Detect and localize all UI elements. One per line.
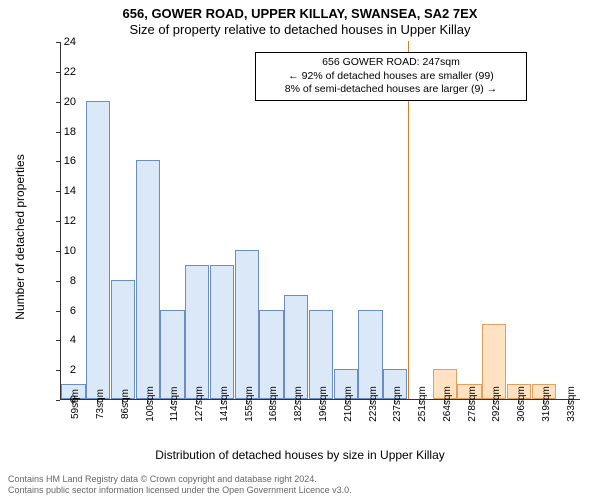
- y-tick-label: 24: [46, 36, 76, 48]
- y-tick-label: 22: [46, 66, 76, 78]
- x-tick-label: 59sqm: [70, 389, 81, 419]
- y-tick-label: 18: [46, 126, 76, 138]
- legend-line: 8% of semi-detached houses are larger (9…: [262, 83, 520, 97]
- legend-box: 656 GOWER ROAD: 247sqm ← 92% of detached…: [255, 52, 527, 101]
- x-tick-label: 306sqm: [516, 386, 527, 422]
- x-tick-label: 319sqm: [541, 386, 552, 422]
- y-axis-label: Number of detached properties: [13, 77, 27, 397]
- bar: [86, 101, 110, 399]
- x-tick-label: 210sqm: [343, 386, 354, 422]
- bar: [111, 280, 135, 399]
- y-tick-mark: [56, 221, 60, 222]
- chart-title-subtitle: Size of property relative to detached ho…: [0, 22, 600, 37]
- legend-line: ← 92% of detached houses are smaller (99…: [262, 70, 520, 84]
- x-tick-label: 114sqm: [169, 387, 180, 422]
- y-tick-label: 10: [46, 245, 76, 257]
- y-tick-label: 14: [46, 185, 76, 197]
- x-tick-label: 182sqm: [293, 386, 304, 422]
- bar: [210, 265, 234, 399]
- y-tick-label: 6: [46, 305, 76, 317]
- x-tick-label: 237sqm: [392, 386, 403, 422]
- y-tick-mark: [56, 191, 60, 192]
- y-tick-label: 16: [46, 155, 76, 167]
- y-tick-mark: [56, 42, 60, 43]
- y-tick-label: 12: [46, 215, 76, 227]
- x-tick-label: 251sqm: [417, 386, 428, 422]
- x-tick-label: 223sqm: [368, 386, 379, 422]
- x-tick-label: 168sqm: [268, 386, 279, 422]
- x-tick-label: 73sqm: [95, 389, 106, 419]
- bar: [185, 265, 209, 399]
- x-tick-label: 292sqm: [491, 386, 502, 422]
- x-tick-label: 141sqm: [219, 386, 230, 422]
- y-tick-label: 8: [46, 275, 76, 287]
- footer-line: Contains HM Land Registry data © Crown c…: [8, 474, 352, 485]
- y-tick-mark: [56, 102, 60, 103]
- y-tick-mark: [56, 72, 60, 73]
- x-tick-label: 155sqm: [244, 386, 255, 422]
- x-tick-label: 333sqm: [566, 386, 577, 422]
- x-tick-label: 264sqm: [442, 386, 453, 422]
- y-tick-mark: [56, 311, 60, 312]
- x-tick-label: 127sqm: [194, 386, 205, 422]
- y-tick-mark: [56, 340, 60, 341]
- chart-title-address: 656, GOWER ROAD, UPPER KILLAY, SWANSEA, …: [0, 6, 600, 21]
- y-tick-mark: [56, 251, 60, 252]
- y-tick-mark: [56, 132, 60, 133]
- legend-line: 656 GOWER ROAD: 247sqm: [262, 56, 520, 70]
- bar: [235, 250, 259, 399]
- x-axis-label: Distribution of detached houses by size …: [0, 448, 600, 462]
- x-tick-label: 86sqm: [120, 389, 131, 419]
- y-tick-mark: [56, 370, 60, 371]
- y-tick-mark: [56, 281, 60, 282]
- chart-container: 656, GOWER ROAD, UPPER KILLAY, SWANSEA, …: [0, 0, 600, 500]
- y-tick-label: 2: [46, 364, 76, 376]
- bar: [136, 160, 160, 399]
- footer-attribution: Contains HM Land Registry data © Crown c…: [8, 474, 352, 496]
- y-tick-label: 4: [46, 334, 76, 346]
- bar: [284, 295, 308, 399]
- bar: [160, 310, 184, 400]
- footer-line: Contains public sector information licen…: [8, 485, 352, 496]
- x-tick-label: 100sqm: [145, 386, 156, 422]
- y-tick-mark: [56, 161, 60, 162]
- x-tick-label: 196sqm: [318, 386, 329, 422]
- x-tick-label: 278sqm: [467, 386, 478, 422]
- y-tick-label: 20: [46, 96, 76, 108]
- y-tick-mark: [56, 400, 60, 401]
